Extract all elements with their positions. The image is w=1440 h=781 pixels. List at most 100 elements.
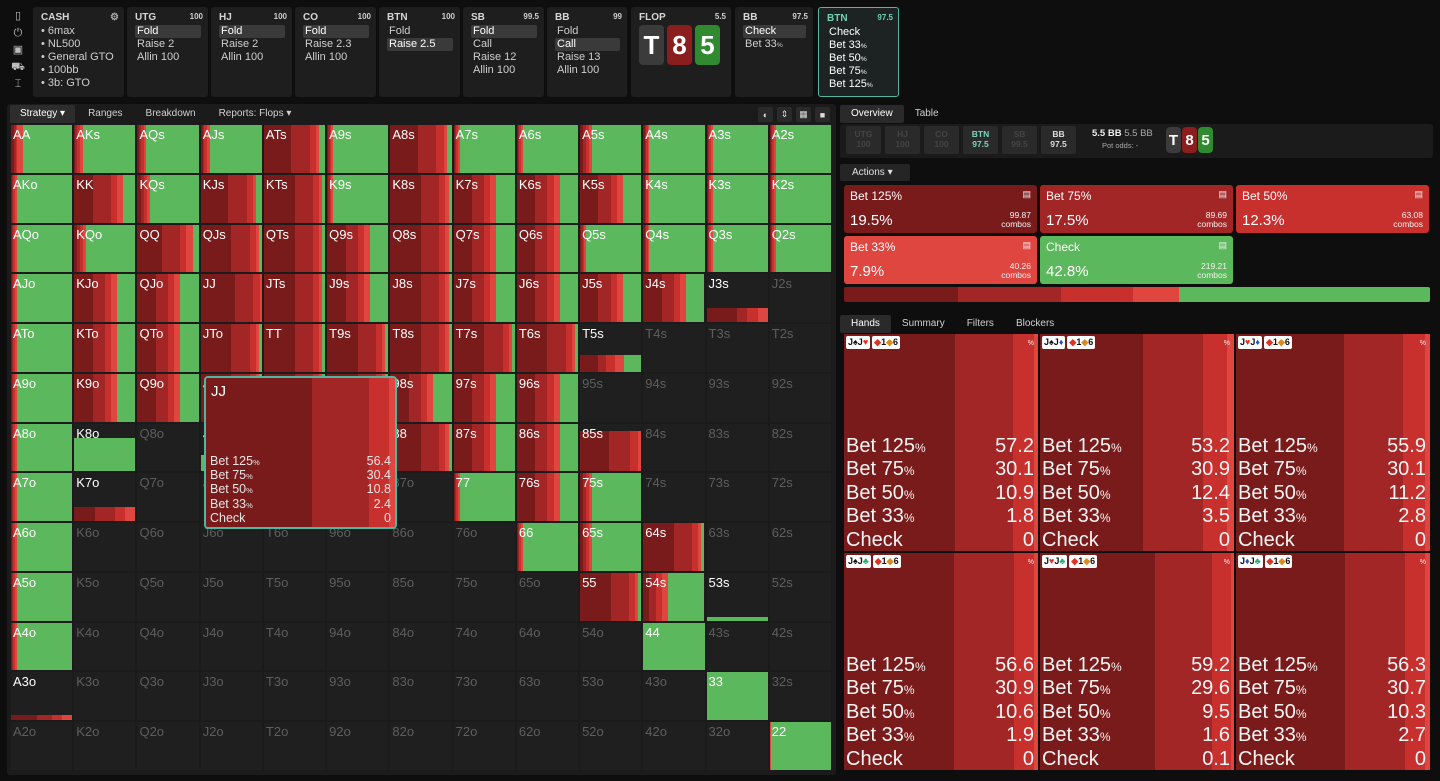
text-cursor-icon[interactable]: ⌶ xyxy=(14,78,22,90)
node-hj[interactable]: HJ 100 Fold Raise 2 Allin 100 xyxy=(211,7,292,97)
hand-cell-JTs[interactable]: JTs xyxy=(263,274,326,323)
bookmark-icon[interactable]: ▯ xyxy=(14,10,22,22)
hand-cell-92o[interactable]: 92o xyxy=(327,722,389,770)
hand-cell-54s[interactable]: 54s xyxy=(643,572,705,621)
hand-cell-93o[interactable]: 93o xyxy=(327,672,389,721)
hand-cell-T6o[interactable]: T6o xyxy=(263,523,326,571)
node-option[interactable]: Raise 2 xyxy=(221,38,259,50)
node-option[interactable]: Fold xyxy=(303,25,369,38)
btn-bet125-option[interactable]: Bet 125% xyxy=(829,78,873,90)
btn-flop-node[interactable]: BTN 97.5 Check Bet 33% Bet 50% Bet 75% Be… xyxy=(818,7,899,97)
contrast-icon[interactable]: ◐ xyxy=(758,107,773,122)
hand-cell-K5s[interactable]: K5s xyxy=(580,174,642,223)
hand-cell-T2s[interactable]: T2s xyxy=(769,324,831,372)
hand-cell-A6s[interactable]: A6s xyxy=(516,125,579,173)
hand-cell-96s[interactable]: 96s xyxy=(516,373,579,422)
btn-bet75-option[interactable]: Bet 75% xyxy=(829,65,867,77)
hand-cell-A7o[interactable]: A7o xyxy=(11,473,73,522)
node-co[interactable]: CO 100 Fold Raise 2.3 Allin 100 xyxy=(295,7,376,97)
tab-overview[interactable]: Overview xyxy=(840,105,904,123)
node-bb[interactable]: BB 99 Fold Call Raise 13 Allin 100 xyxy=(547,7,627,97)
hand-cell-J5o[interactable]: J5o xyxy=(200,572,262,621)
action-box-bet50[interactable]: Bet 50% 12.3% 63.08 combos ▤ xyxy=(1236,185,1429,233)
hand-cell-A3s[interactable]: A3s xyxy=(706,125,768,173)
hand-cell-42o[interactable]: 42o xyxy=(643,722,705,770)
hand-cell-Q2o[interactable]: Q2o xyxy=(137,722,199,770)
hand-cell-62s[interactable]: 62s xyxy=(769,523,831,571)
hand-cell-T5o[interactable]: T5o xyxy=(263,572,326,621)
hand-cell-J3s[interactable]: J3s xyxy=(706,274,768,323)
hand-cell-94s[interactable]: 94s xyxy=(643,373,705,422)
hand-cell-76o[interactable]: 76o xyxy=(453,523,515,571)
bb-flop-node[interactable]: BB 97.5 Check Bet 33% xyxy=(735,7,813,97)
hand-cell-44[interactable]: 44 xyxy=(643,622,705,671)
hand-cell-87s[interactable]: 87s xyxy=(453,423,515,472)
hand-cell-A9s[interactable]: A9s xyxy=(327,125,389,173)
hand-cell-84o[interactable]: 84o xyxy=(390,622,452,671)
action-box-bet33[interactable]: Bet 33% 7.9% 40.26 combos ▤ xyxy=(844,236,1037,284)
hand-cell-KK[interactable]: KK xyxy=(74,174,136,223)
hand-cell-AA[interactable]: AA xyxy=(11,125,73,173)
hand-cell-97s[interactable]: 97s xyxy=(453,373,515,422)
hand-cell-72o[interactable]: 72o xyxy=(453,722,515,770)
hand-cell-AJs[interactable]: AJs xyxy=(200,125,262,173)
tab-reports[interactable]: Reports: Flops ▾ xyxy=(209,105,302,123)
hand-cell-22[interactable]: 22 xyxy=(769,722,831,770)
hand-cell-62o[interactable]: 62o xyxy=(516,722,579,770)
hand-cell-T5s[interactable]: T5s xyxy=(580,324,642,372)
hand-cell-K8s[interactable]: K8s xyxy=(390,174,452,223)
hand-cell-AKo[interactable]: AKo xyxy=(11,174,73,223)
hand-cell-J6s[interactable]: J6s xyxy=(516,274,579,323)
hand-cell-73s[interactable]: 73s xyxy=(706,473,768,522)
hand-cell-82s[interactable]: 82s xyxy=(769,423,831,472)
hand-cell-86s[interactable]: 86s xyxy=(516,423,579,472)
hand-cell-87o[interactable]: 87o xyxy=(390,473,452,522)
hand-cell-ATs[interactable]: ATs xyxy=(263,125,326,173)
tab-table[interactable]: Table xyxy=(914,108,939,119)
hand-cell-65s[interactable]: 65s xyxy=(580,523,642,571)
actions-dropdown[interactable]: Actions ▾ xyxy=(840,164,910,181)
hand-cell-J3o[interactable]: J3o xyxy=(200,672,262,721)
hand-cell-J8s[interactable]: J8s xyxy=(390,274,452,323)
hand-cell-J6o[interactable]: J6o xyxy=(200,523,262,571)
hand-cell-K9o[interactable]: K9o xyxy=(74,373,136,422)
hand-cell-42s[interactable]: 42s xyxy=(769,622,831,671)
cash-settings[interactable]: CASH ⚙ • 6max • NL500 • General GTO • 100bb •… xyxy=(33,7,124,97)
node-option[interactable]: Fold xyxy=(219,25,285,38)
hand-cell-54o[interactable]: 54o xyxy=(580,622,642,671)
hand-cell-JJ[interactable]: JJ xyxy=(200,274,262,323)
node-option[interactable]: Allin 100 xyxy=(305,51,348,63)
hand-cell-83s[interactable]: 83s xyxy=(706,423,768,472)
hand-cell-32s[interactable]: 32s xyxy=(769,672,831,721)
hand-cell-AKs[interactable]: AKs xyxy=(74,125,136,173)
hand-cell-K3o[interactable]: K3o xyxy=(74,672,136,721)
tab-blockers[interactable]: Blockers xyxy=(1015,318,1055,329)
hand-cell-AQo[interactable]: AQo xyxy=(11,224,73,273)
hand-cell-94o[interactable]: 94o xyxy=(327,622,389,671)
hand-cell-KJs[interactable]: KJs xyxy=(200,174,262,223)
hand-cell-Q5s[interactable]: Q5s xyxy=(580,224,642,273)
hand-cell-K5o[interactable]: K5o xyxy=(74,572,136,621)
compress-icon[interactable]: ⇕ xyxy=(777,107,792,122)
tab-ranges[interactable]: Ranges xyxy=(88,108,123,119)
hand-cell-85o[interactable]: 85o xyxy=(390,572,452,621)
hand-cell-63o[interactable]: 63o xyxy=(516,672,579,721)
hand-cell-A4s[interactable]: A4s xyxy=(643,125,705,173)
hand-cell-55[interactable]: 55 xyxy=(580,572,642,621)
hand-cell-A5o[interactable]: A5o xyxy=(11,572,73,621)
hand-cell-Q7o[interactable]: Q7o xyxy=(137,473,199,522)
tab-summary[interactable]: Summary xyxy=(901,318,945,329)
hand-cell-K6o[interactable]: K6o xyxy=(74,523,136,571)
hand-cell-66[interactable]: 66 xyxy=(516,523,579,571)
node-option[interactable]: Allin 100 xyxy=(137,51,180,63)
hand-cell-Q7s[interactable]: Q7s xyxy=(453,224,515,273)
node-option[interactable]: Raise 13 xyxy=(557,51,601,63)
hand-cell-Q4o[interactable]: Q4o xyxy=(137,622,199,671)
hand-cell-ATo[interactable]: ATo xyxy=(11,324,73,372)
hand-cell-J4s[interactable]: J4s xyxy=(643,274,705,323)
hand-cell-KTo[interactable]: KTo xyxy=(74,324,136,372)
hand-cell-98s[interactable]: 98s xyxy=(390,373,452,422)
hand-cell-T2o[interactable]: T2o xyxy=(263,722,326,770)
hand-cell-K2o[interactable]: K2o xyxy=(74,722,136,770)
hand-cell-96o[interactable]: 96o xyxy=(327,523,389,571)
